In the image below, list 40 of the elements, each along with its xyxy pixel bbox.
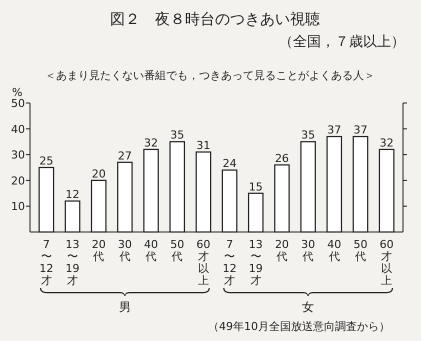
data-label: 15 [248, 180, 263, 194]
data-label: 25 [39, 154, 54, 168]
data-label: 26 [274, 152, 289, 165]
data-label: 35 [170, 128, 184, 142]
data-label: 31 [196, 139, 210, 152]
y-axis-title: % [12, 86, 22, 99]
y-tick-label: 30 [11, 148, 25, 162]
x-tick-label: 20代 [92, 238, 106, 263]
data-label: 12 [66, 188, 80, 202]
y-tick-label: 10 [11, 200, 25, 214]
x-tick-label: 60才以上 [380, 238, 394, 287]
data-label: 32 [380, 136, 394, 150]
x-tick-label: 40代 [327, 238, 342, 263]
y-tick-label: 40 [11, 122, 25, 136]
y-tick-label: 50 [11, 97, 25, 110]
text: （49年10月全国放送意向調査から） [208, 320, 390, 333]
text: ＜あまり見たくない番組でも，つきあって見ることがよくある人＞ [45, 69, 375, 82]
x-tick-label: 60才以上 [196, 238, 210, 287]
x-tick-label: 40代 [144, 238, 158, 263]
chart-title: 図２ 夜８時台のつきあい視聴 [110, 10, 320, 28]
text: 女 [302, 300, 314, 314]
chart-subtitle: （全国，７歳以上） [279, 34, 405, 50]
x-tick-label: 30代 [118, 238, 132, 263]
data-label: 37 [353, 124, 368, 137]
x-tick-label: 30代 [301, 238, 316, 263]
x-tick-label: 13〜19才 [248, 238, 263, 287]
data-label: 37 [327, 124, 342, 137]
data-label: 32 [144, 136, 158, 150]
data-label: 24 [222, 157, 237, 170]
y-tick-label: 20 [11, 174, 25, 188]
data-label: 20 [92, 167, 106, 180]
data-label: 35 [301, 128, 316, 142]
x-tick-label: 7〜12才 [222, 238, 237, 287]
x-tick-label: 7〜12才 [39, 238, 54, 287]
x-tick-label: 20代 [274, 238, 289, 263]
x-tick-label: 50代 [353, 238, 368, 263]
x-tick-label: 50代 [170, 238, 184, 263]
text: 男 [118, 300, 131, 314]
data-label: 27 [118, 149, 132, 162]
x-tick-label: 13〜19才 [66, 238, 80, 287]
